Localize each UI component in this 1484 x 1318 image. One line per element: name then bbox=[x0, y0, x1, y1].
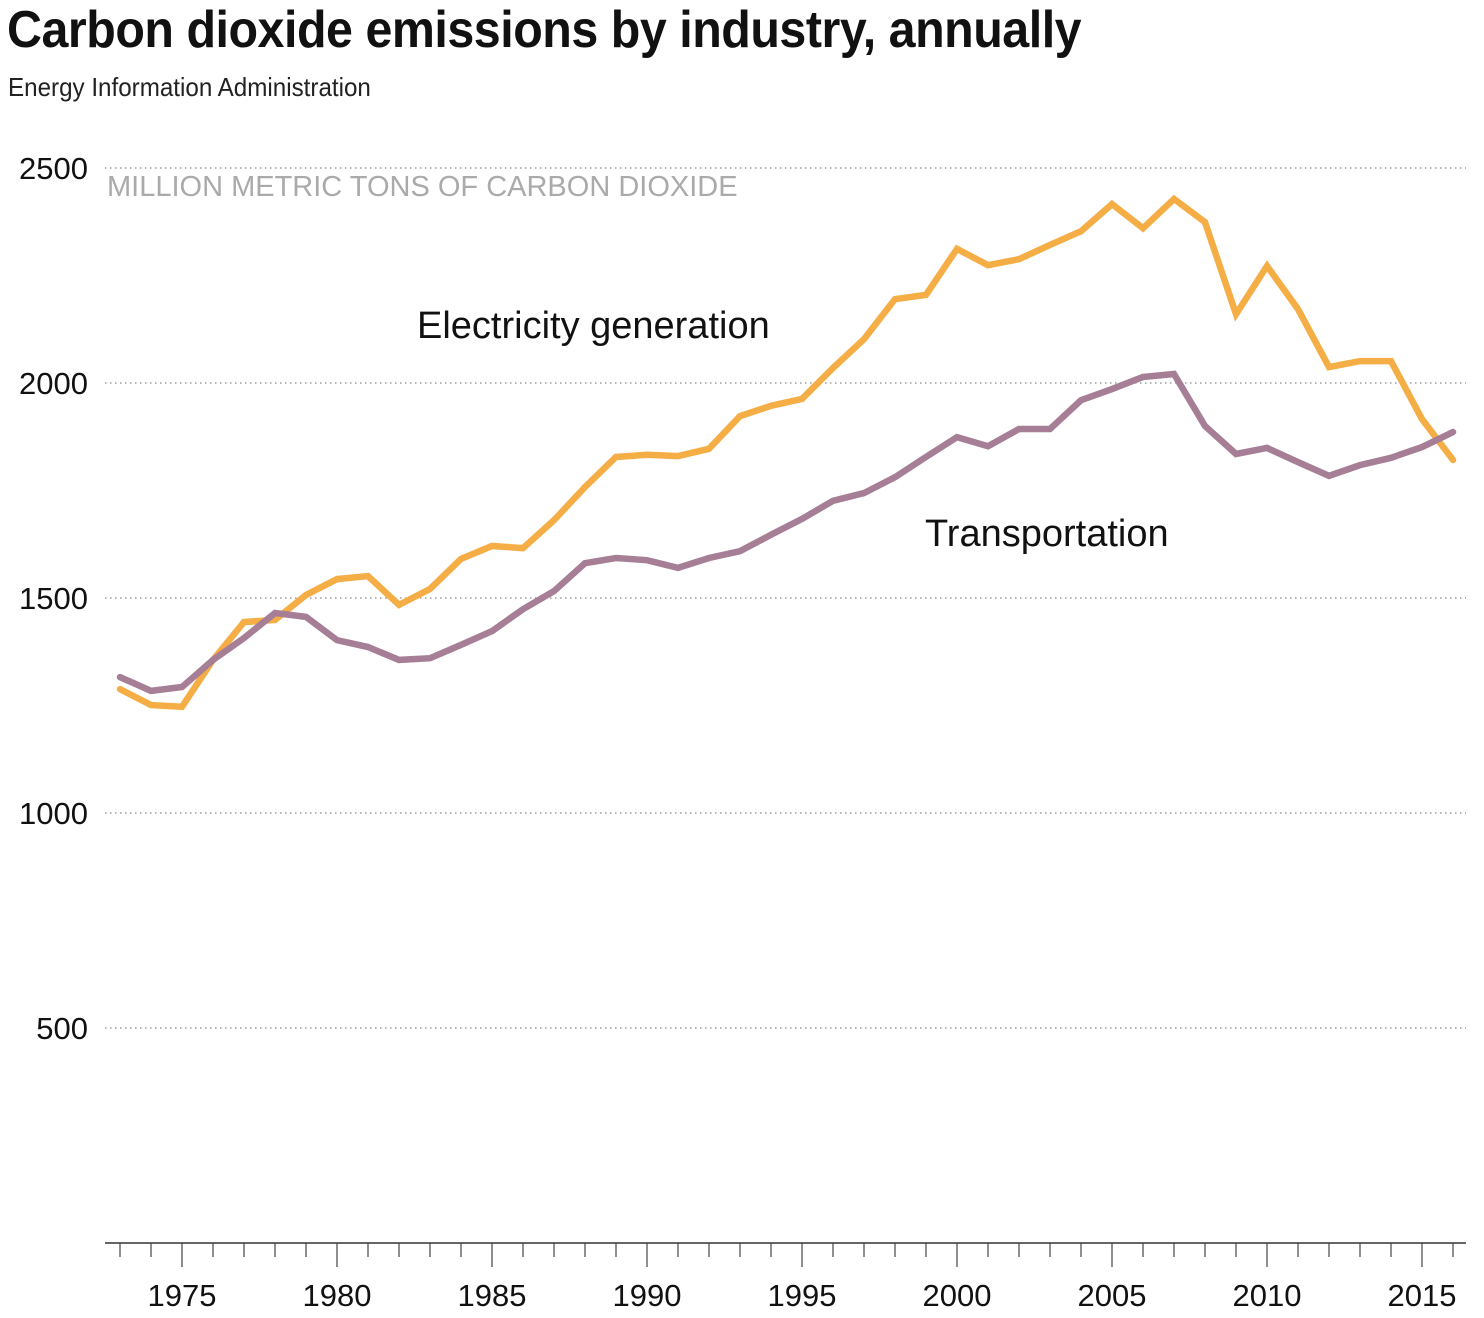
y-tick-label: 1500 bbox=[19, 581, 88, 616]
series-label-transportation: Transportation bbox=[925, 513, 1169, 555]
y-tick-label: 500 bbox=[36, 1011, 88, 1046]
series-line-transportation bbox=[116, 370, 1457, 695]
chart-title: Carbon dioxide emissions by industry, an… bbox=[7, 1, 1082, 59]
x-tick-label: 2010 bbox=[1233, 1278, 1302, 1313]
chart-subtitle: Energy Information Administration bbox=[8, 72, 371, 102]
x-tick-label: 2015 bbox=[1388, 1278, 1457, 1313]
x-tick-label: 2005 bbox=[1078, 1278, 1147, 1313]
y-axis-ticks: 500 1000 1500 2000 2500 bbox=[19, 151, 88, 1046]
x-tick-label: 1980 bbox=[303, 1278, 372, 1313]
x-tick-label: 1995 bbox=[768, 1278, 837, 1313]
series-label-electricity: Electricity generation bbox=[417, 305, 770, 347]
series-lines bbox=[116, 194, 1457, 711]
y-axis-unit-label: MILLION METRIC TONS OF CARBON DIOXIDE bbox=[107, 171, 738, 203]
x-axis: 1975 1980 1985 1990 1995 2000 2005 2010 2015 bbox=[105, 1242, 1466, 1313]
x-tick-label: 2000 bbox=[923, 1278, 992, 1313]
series-line-electricity bbox=[116, 194, 1457, 711]
x-tick-label: 1985 bbox=[458, 1278, 527, 1313]
x-tick-label: 1990 bbox=[613, 1278, 682, 1313]
x-tick-label: 1975 bbox=[148, 1278, 217, 1313]
gridlines bbox=[105, 167, 1466, 1029]
y-tick-label: 2500 bbox=[19, 151, 88, 186]
y-tick-label: 1000 bbox=[19, 796, 88, 831]
y-tick-label: 2000 bbox=[19, 366, 88, 401]
